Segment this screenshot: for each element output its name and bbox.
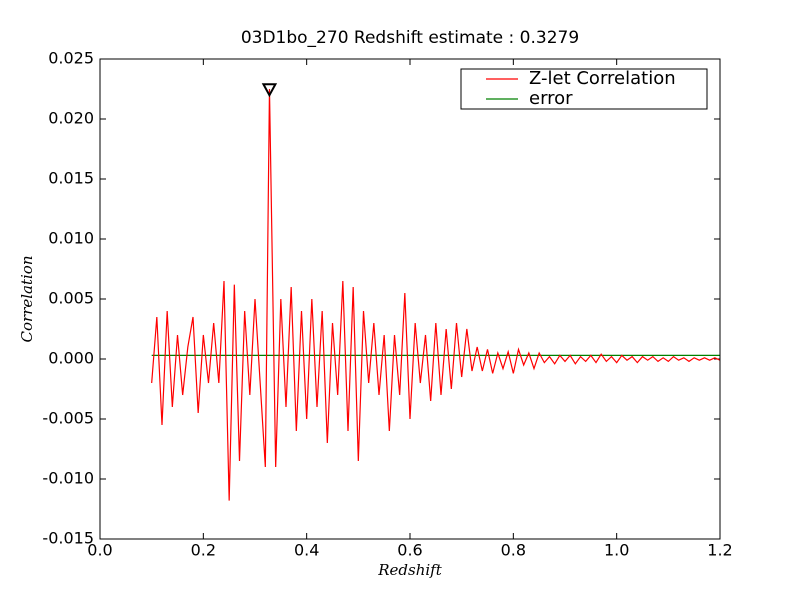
y-axis-label: Correlation (18, 256, 36, 343)
y-tick-label: 0.015 (48, 169, 94, 188)
plot-frame (99, 58, 721, 540)
x-tick-label: 1.2 (707, 541, 732, 560)
x-tick-label: 0.2 (191, 541, 216, 560)
y-tick-label: -0.005 (42, 409, 94, 428)
y-tick-label: -0.015 (42, 529, 94, 548)
x-tick-label: 1.0 (604, 541, 629, 560)
x-tick-label: 0.4 (294, 541, 319, 560)
peak-marker (261, 83, 278, 98)
y-tick-label: 0.020 (48, 109, 94, 128)
y-tick-label: 0.025 (48, 49, 94, 68)
y-tick-label: 0.010 (48, 229, 94, 248)
x-tick-label: 0.0 (87, 541, 112, 560)
legend-label: Z-let Correlation (529, 68, 676, 89)
y-tick-label: -0.010 (42, 469, 94, 488)
x-axis-label: Redshift (377, 561, 442, 579)
x-tick-label: 0.6 (397, 541, 422, 560)
data-line (151, 88, 721, 501)
y-tick-label: 0.000 (48, 349, 94, 368)
legend-label: error (529, 88, 573, 109)
chart-title: 03D1bo_270 Redshift estimate : 0.3279 (241, 28, 579, 48)
x-tick-label: 0.8 (501, 541, 526, 560)
y-tick-label: 0.005 (48, 289, 94, 308)
legend-box (460, 68, 708, 110)
